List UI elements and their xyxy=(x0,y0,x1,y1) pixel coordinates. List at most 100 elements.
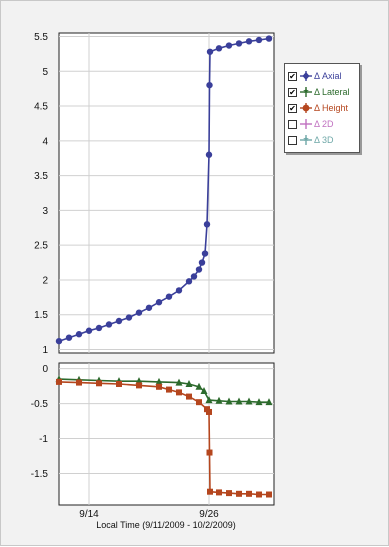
data-point xyxy=(190,273,198,280)
legend-marker-shape xyxy=(303,88,309,93)
data-point xyxy=(200,386,208,394)
data-point xyxy=(206,449,213,456)
data-point xyxy=(203,221,211,228)
legend-checkbox[interactable] xyxy=(288,119,297,129)
legend-label: Δ 2D xyxy=(314,119,334,129)
data-point xyxy=(156,383,162,390)
data-point xyxy=(196,399,202,406)
legend-checkbox[interactable]: ✔ xyxy=(288,71,297,81)
series-layer xyxy=(55,35,273,498)
legend-item[interactable]: ✔ Δ Height xyxy=(288,100,359,116)
data-point xyxy=(185,379,193,387)
data-point xyxy=(205,151,213,158)
data-point xyxy=(225,42,233,49)
data-point xyxy=(245,397,253,405)
data-point xyxy=(115,317,123,325)
legend-item[interactable]: Δ 3D xyxy=(288,132,359,148)
top-y-tick-label: 4.5 xyxy=(34,102,48,113)
data-point xyxy=(198,259,206,266)
data-point xyxy=(265,398,273,406)
data-point xyxy=(255,398,263,406)
data-point xyxy=(96,380,102,387)
bottom-plot-area xyxy=(58,362,275,506)
legend-marker-icon xyxy=(300,71,312,81)
legend-marker-shape xyxy=(303,136,309,141)
bottom-y-tick-label: -0.5 xyxy=(31,399,49,410)
legend-item[interactable]: ✔ Δ Axial xyxy=(288,68,359,84)
x-tick-label: 9/14 xyxy=(79,509,99,520)
legend-checkbox[interactable]: ✔ xyxy=(288,103,297,113)
legend-item[interactable]: ✔ Δ Lateral xyxy=(288,84,359,100)
data-point xyxy=(256,491,262,498)
data-point xyxy=(185,278,193,285)
legend-label: Δ Height xyxy=(314,103,349,113)
top-y-tick-label: 4 xyxy=(42,136,48,147)
legend-item[interactable]: Δ 2D xyxy=(288,116,359,132)
bottom-y-tick-label: 0 xyxy=(42,364,48,375)
legend-marker-icon xyxy=(300,87,312,97)
top-y-tick-label: 5.5 xyxy=(34,32,48,43)
data-point xyxy=(85,327,93,334)
data-point xyxy=(206,408,212,415)
x-axis-title: Local Time (9/11/2009 - 10/2/2009) xyxy=(96,520,235,530)
data-point xyxy=(245,38,253,45)
data-point xyxy=(145,304,153,311)
data-point xyxy=(175,378,183,386)
data-point xyxy=(65,334,73,341)
data-point xyxy=(207,488,213,495)
legend-marker-icon xyxy=(300,119,312,129)
data-point xyxy=(95,324,103,332)
data-point xyxy=(266,491,272,498)
data-point xyxy=(265,35,273,42)
data-point xyxy=(195,382,203,390)
data-point xyxy=(176,389,182,396)
top-y-tick-label: 5 xyxy=(42,67,48,78)
legend-marker-shape xyxy=(302,104,310,112)
data-point xyxy=(205,396,213,404)
data-point xyxy=(225,397,233,405)
data-point xyxy=(215,396,223,404)
legend: ✔ Δ Axial ✔ Δ Lateral ✔ Δ Height Δ 2D Δ 3D xyxy=(284,63,360,153)
bottom-y-tick-label: -1.5 xyxy=(31,469,49,480)
top-y-tick-label: 3 xyxy=(42,206,48,217)
data-point xyxy=(206,48,214,55)
top-y-tick-label: 2 xyxy=(42,275,48,286)
top-y-tick-label: 2.5 xyxy=(34,241,48,252)
data-point xyxy=(216,489,222,496)
data-point xyxy=(75,331,83,338)
data-point xyxy=(76,379,82,386)
data-point xyxy=(166,386,172,393)
data-point xyxy=(236,490,242,497)
data-point xyxy=(215,45,223,52)
legend-checkbox[interactable] xyxy=(288,135,297,145)
data-point xyxy=(125,314,133,321)
legend-label: Δ Lateral xyxy=(314,87,350,97)
data-point xyxy=(155,377,163,385)
data-point xyxy=(55,337,63,345)
label-layer: 5.5 5 4.5 4 3.5 3 2.5 2 1.5 1 0 -0.5 -1 -1.5 9/14 9/26 xyxy=(31,32,219,520)
data-point xyxy=(255,36,263,44)
top-y-tick-label: 1 xyxy=(42,345,48,356)
grid-layer xyxy=(59,33,274,505)
data-point xyxy=(226,490,232,497)
data-point xyxy=(201,250,209,257)
data-point xyxy=(116,380,122,387)
data-point xyxy=(175,287,183,294)
data-point xyxy=(56,378,62,385)
top-plot-area xyxy=(58,32,275,354)
top-y-tick-label: 1.5 xyxy=(34,310,48,321)
data-point xyxy=(195,266,203,273)
series-line--axial xyxy=(58,37,270,342)
data-point xyxy=(235,40,243,47)
data-point xyxy=(136,382,142,389)
data-point xyxy=(206,81,213,89)
legend-checkbox[interactable]: ✔ xyxy=(288,87,297,97)
x-tick-label: 9/26 xyxy=(199,509,219,520)
legend-marker-icon xyxy=(300,103,312,113)
legend-marker-icon xyxy=(300,135,312,145)
data-point xyxy=(235,397,243,405)
legend-label: Δ Axial xyxy=(314,71,342,81)
top-y-tick-label: 3.5 xyxy=(34,171,48,182)
